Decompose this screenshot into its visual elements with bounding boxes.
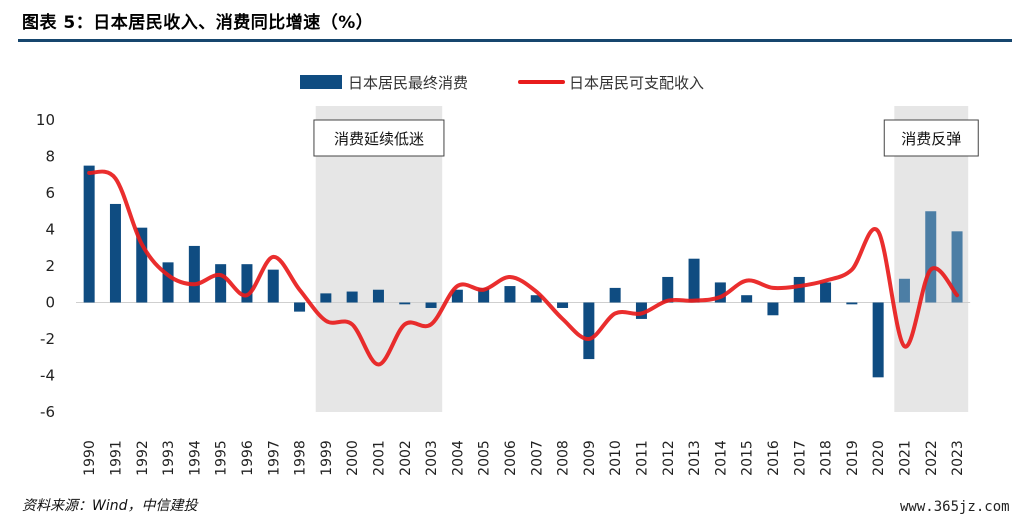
- shaded-period-1: [315, 106, 443, 412]
- y-tick-label: -6: [40, 403, 55, 421]
- bar-1999: [320, 293, 332, 303]
- bar-1996: [241, 264, 253, 303]
- x-tick-label: 2017: [792, 440, 808, 476]
- bar-1992: [136, 227, 148, 303]
- bar-2013: [688, 258, 700, 303]
- shaded-periods: 消费延续低迷 消费反弹: [313, 106, 979, 412]
- x-tick-label: 2022: [924, 440, 940, 476]
- x-tick-label: 1998: [293, 440, 309, 476]
- bar-series: [83, 165, 963, 378]
- bar-1997: [267, 269, 279, 303]
- x-tick-label: 2010: [608, 440, 624, 476]
- bar-2020: [872, 302, 884, 378]
- period-label-box-2: [883, 119, 979, 157]
- bar-2015: [741, 295, 753, 303]
- legend-label-consumption: 日本居民最终消费: [348, 74, 468, 92]
- x-tick-label: 2021: [897, 440, 913, 476]
- figure-title: 图表 5：日本居民收入、消费同比增速（%）: [22, 13, 374, 33]
- bar-2022: [925, 211, 937, 303]
- bar-2014: [714, 282, 726, 303]
- bar-2009: [583, 302, 595, 360]
- x-tick-label: 2016: [766, 440, 782, 476]
- bar-2002: [399, 302, 411, 305]
- y-tick-label: 10: [36, 111, 55, 129]
- bar-2017: [793, 276, 805, 303]
- bar-2019: [846, 302, 858, 305]
- bar-2006: [504, 286, 516, 303]
- bar-2000: [346, 291, 358, 303]
- bar-2012: [662, 276, 674, 303]
- x-tick-label: 2006: [503, 440, 519, 476]
- x-tick-label: 1993: [161, 440, 177, 476]
- legend-swatch-consumption: [300, 75, 342, 89]
- x-tick-label: 1997: [266, 440, 282, 476]
- legend: 日本居民最终消费 日本居民可支配收入: [300, 74, 704, 92]
- line-series: [87, 169, 960, 367]
- x-tick-label: 2012: [661, 440, 677, 476]
- y-tick-label: -2: [40, 330, 55, 348]
- x-tick-label: 2003: [424, 440, 440, 476]
- x-tick-label: 2001: [371, 440, 387, 476]
- x-tick-label: 2015: [740, 440, 756, 476]
- watermark: www.365jz.com: [900, 499, 1010, 515]
- y-tick-label: -4: [40, 367, 55, 385]
- y-tick-label: 0: [45, 294, 55, 312]
- x-tick-label: 2008: [556, 440, 572, 476]
- y-tick-label: 6: [45, 184, 55, 202]
- bar-2003: [425, 302, 437, 308]
- x-tick-label: 1994: [187, 440, 203, 476]
- x-tick-label: 2018: [819, 440, 835, 476]
- bar-1994: [188, 245, 200, 303]
- x-tick-label: 2023: [950, 440, 966, 476]
- x-tick-label: 2019: [845, 440, 861, 476]
- x-tick-label: 1995: [214, 440, 230, 476]
- bar-2005: [478, 287, 490, 303]
- bar-1990: [83, 165, 95, 303]
- bar-2021: [898, 278, 910, 303]
- x-tick-label: 2004: [450, 440, 466, 476]
- y-tick-label: 4: [45, 221, 55, 239]
- x-tick-label: 1990: [82, 440, 98, 476]
- x-tick-label: 2007: [529, 440, 545, 476]
- y-tick-label: 2: [45, 257, 55, 275]
- bar-1993: [162, 262, 174, 303]
- bar-2016: [767, 302, 779, 316]
- bar-2007: [530, 295, 542, 303]
- x-tick-label: 1999: [319, 440, 335, 476]
- y-axis: -6 -4 -2 0 2 4 6 8 10: [36, 111, 971, 421]
- period-label-2: 消费反弹: [901, 130, 961, 148]
- period-label-box-1: [313, 119, 445, 157]
- bar-2010: [609, 287, 621, 303]
- x-tick-label: 2002: [398, 440, 414, 476]
- bar-1991: [109, 203, 121, 303]
- x-tick-label: 1992: [135, 440, 151, 476]
- bar-2023: [951, 231, 963, 303]
- x-tick-label: 2005: [477, 440, 493, 476]
- x-tick-label: 2009: [582, 440, 598, 476]
- income-line: [87, 169, 960, 367]
- bar-2004: [451, 289, 463, 303]
- source-note: 资料来源：Wind，中信建投: [22, 498, 198, 514]
- x-tick-label: 2013: [687, 440, 703, 476]
- x-tick-label: 2020: [871, 440, 887, 476]
- period-label-1: 消费延续低迷: [334, 130, 424, 148]
- x-tick-label: 2014: [713, 440, 729, 476]
- bar-1995: [215, 264, 227, 303]
- bar-2018: [820, 282, 832, 303]
- bar-1998: [294, 302, 306, 312]
- bar-2008: [557, 302, 569, 308]
- y-tick-label: 8: [45, 148, 55, 166]
- bar-2011: [635, 302, 647, 319]
- title-rule: [18, 39, 1012, 42]
- x-tick-label: 2011: [634, 440, 650, 476]
- x-tick-label: 2000: [345, 440, 361, 476]
- x-axis: 1990 1991 1992 1993 1994 1995 1996 1997 1998 1999…: [82, 440, 966, 476]
- legend-label-income: 日本居民可支配收入: [569, 74, 704, 92]
- x-tick-label: 1996: [240, 440, 256, 476]
- x-tick-label: 1991: [108, 440, 124, 476]
- bar-2001: [372, 289, 384, 303]
